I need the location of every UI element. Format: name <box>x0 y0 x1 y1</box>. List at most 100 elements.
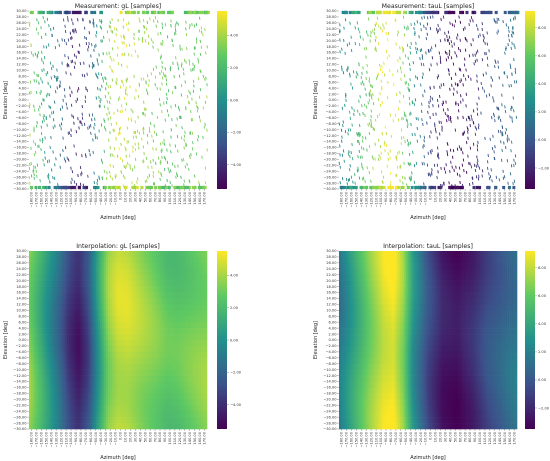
sample-marker <box>448 49 451 53</box>
heatmap-cell <box>46 363 50 370</box>
heatmap-cell <box>153 369 156 376</box>
heatmap-cell <box>58 351 61 359</box>
sample-marker <box>374 47 376 51</box>
heatmap-cell <box>114 274 117 281</box>
heatmap-cell <box>90 328 93 335</box>
sample-marker <box>497 60 499 64</box>
sample-marker <box>125 23 128 27</box>
sample-marker <box>122 83 125 87</box>
sample-marker <box>496 106 498 110</box>
sample-marker <box>185 20 187 24</box>
sample-marker <box>350 35 352 39</box>
heatmap-cell <box>44 405 48 412</box>
sample-marker <box>109 84 112 88</box>
heatmap-cell <box>38 381 42 388</box>
sample-marker <box>93 126 95 130</box>
heatmap-cell <box>159 357 162 365</box>
heatmap-cell <box>30 322 34 329</box>
heatmap-cell <box>121 351 125 359</box>
heatmap-cell <box>44 369 48 376</box>
heatmap-cell <box>205 405 208 412</box>
sample-marker <box>68 131 71 135</box>
heatmap-cell <box>179 334 182 341</box>
sample-marker <box>478 96 480 100</box>
heatmap-cell <box>50 286 54 293</box>
heatmap-cell <box>153 387 156 394</box>
sample-marker <box>459 79 461 83</box>
sample-marker <box>197 134 200 139</box>
heatmap-cell <box>205 298 208 305</box>
heatmap-cell <box>114 363 117 370</box>
panel-measurement-gl: Measurement: gL [samples]30.0028.0026.00… <box>3 3 242 221</box>
heatmap-cell <box>123 286 127 293</box>
heatmap-cell <box>153 262 156 270</box>
sample-marker <box>60 127 62 131</box>
heatmap-cell <box>76 334 79 341</box>
sample-marker <box>456 185 460 190</box>
heatmap-cell <box>90 256 93 264</box>
heatmap-cell <box>125 411 129 418</box>
sample-marker <box>371 85 374 89</box>
sample-marker <box>89 20 91 24</box>
heatmap-cell <box>34 274 38 281</box>
sample-marker <box>198 185 202 190</box>
heatmap-cell <box>54 274 57 281</box>
sample-marker <box>144 113 146 117</box>
sample-marker <box>113 26 116 31</box>
x-tick-label: −100.00 <box>69 191 73 207</box>
heatmap-cell <box>82 381 85 388</box>
heatmap-cell <box>171 310 174 317</box>
sample-marker <box>493 156 496 161</box>
heatmap-cell <box>44 345 48 353</box>
heatmap-cell <box>189 334 192 341</box>
heatmap-cell <box>44 316 48 323</box>
heatmap-cell <box>189 298 192 305</box>
sample-marker <box>195 23 198 27</box>
sample-marker <box>454 184 456 188</box>
heatmap-cell <box>161 340 164 347</box>
sample-marker <box>161 185 165 190</box>
sample-marker <box>372 102 375 106</box>
sample-marker <box>160 149 162 153</box>
sample-marker <box>99 25 102 29</box>
sample-marker <box>481 58 484 62</box>
heatmap-cell <box>76 322 79 329</box>
heatmap-cell <box>141 393 145 400</box>
sample-marker <box>53 74 56 79</box>
sample-marker <box>52 64 54 68</box>
heatmap-cell <box>60 328 63 335</box>
sample-marker <box>143 159 145 163</box>
sample-marker <box>467 127 469 132</box>
sample-marker <box>142 160 144 164</box>
heatmap-cell <box>177 411 180 418</box>
heatmap-cell <box>125 363 129 370</box>
sample-marker <box>501 148 503 152</box>
heatmap-cell <box>80 334 83 341</box>
heatmap-cell <box>114 262 117 270</box>
heatmap-cell <box>72 274 75 281</box>
y-tick-label: −8.00 <box>325 122 337 126</box>
heatmap-cell <box>191 393 194 400</box>
heatmap-cell <box>118 251 121 258</box>
heatmap-cell <box>110 423 113 430</box>
sample-marker <box>501 103 503 107</box>
sample-marker <box>107 91 110 95</box>
heatmap-cell <box>64 393 67 400</box>
sample-marker <box>425 51 427 55</box>
heatmap-cell <box>197 375 200 382</box>
sample-marker <box>142 128 144 132</box>
sample-marker <box>514 70 517 74</box>
heatmap-cell <box>177 340 180 347</box>
sample-marker <box>143 151 145 156</box>
heatmap-cell <box>94 322 97 329</box>
heatmap-cell <box>76 411 79 418</box>
sample-marker <box>451 23 454 27</box>
heatmap-cell <box>131 280 135 287</box>
sample-marker <box>481 169 484 173</box>
sample-marker <box>171 91 174 95</box>
heatmap-cell <box>159 399 162 406</box>
heatmap-cell <box>56 345 59 353</box>
sample-marker <box>368 17 370 21</box>
heatmap-cell <box>153 411 156 418</box>
y-tick-label: 20.00 <box>326 39 337 43</box>
